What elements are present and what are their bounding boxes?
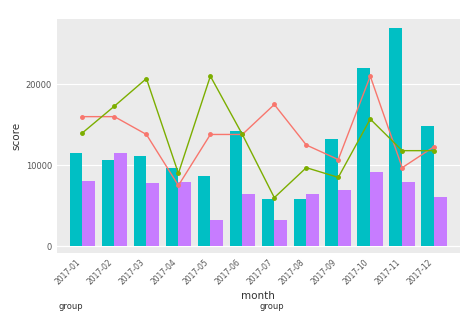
Bar <box>82 181 95 246</box>
Bar <box>134 156 146 246</box>
Bar <box>357 68 370 246</box>
Bar <box>306 194 319 246</box>
Text: group: group <box>58 302 83 311</box>
Y-axis label: score: score <box>11 122 22 150</box>
Bar <box>198 176 210 246</box>
Bar <box>165 168 178 246</box>
Bar <box>262 199 274 246</box>
Bar <box>326 139 338 246</box>
Bar <box>370 172 383 246</box>
Bar <box>210 220 223 246</box>
Bar <box>242 194 255 246</box>
Bar <box>101 160 114 246</box>
Bar <box>421 126 434 246</box>
Bar <box>402 182 415 246</box>
Bar <box>146 183 159 246</box>
Bar <box>274 220 287 246</box>
Bar <box>434 197 447 246</box>
Bar <box>293 199 306 246</box>
Bar <box>338 190 351 246</box>
Bar <box>229 131 242 246</box>
Bar <box>390 28 402 246</box>
Bar <box>70 153 82 246</box>
Bar <box>178 182 191 246</box>
Text: group: group <box>260 302 284 311</box>
Bar <box>114 153 127 246</box>
X-axis label: month: month <box>241 291 275 301</box>
